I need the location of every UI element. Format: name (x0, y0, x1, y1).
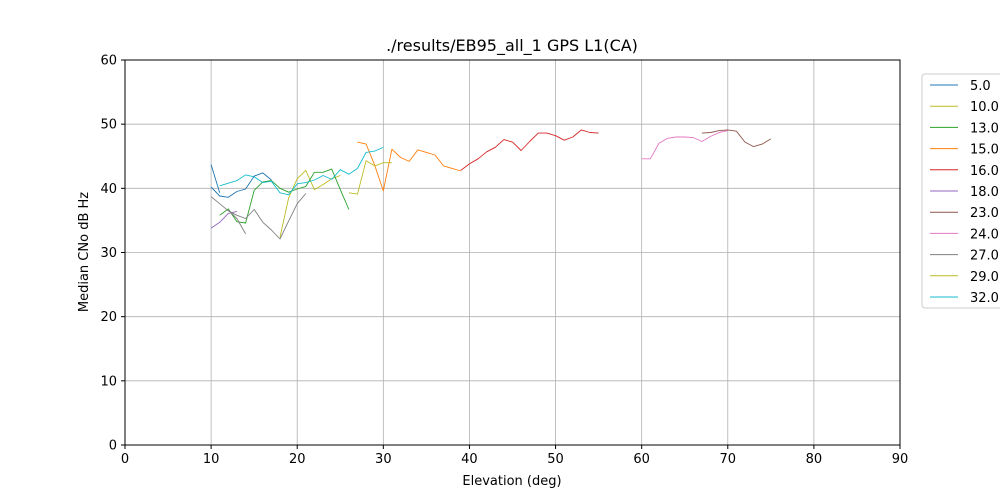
series-line-2 (219, 168, 350, 224)
legend-label: 10.0 (970, 100, 999, 115)
axis-ticks: 0 10 20 30 40 50 60 70 80 90 0 10 20 30 40 50 60 (100, 54, 908, 468)
legend-label: 29.0 (970, 270, 999, 285)
series-line-11 (210, 172, 272, 198)
x-tick-label: 80 (806, 452, 823, 467)
legend-label: 15.0 (970, 143, 999, 158)
y-tick-label: 30 (100, 246, 117, 261)
legend-label: 5.0 (970, 79, 991, 94)
series-line-12 (227, 209, 246, 235)
x-tick-label: 0 (121, 452, 129, 467)
series-line-0 (210, 164, 221, 193)
series-line-8 (210, 193, 307, 240)
y-tick-label: 40 (100, 182, 117, 197)
chart-title: ./results/EB95_all_1 GPS L1(CA) (386, 36, 638, 56)
series-line-5 (210, 210, 238, 229)
series-line-3 (357, 141, 461, 192)
x-tick-label: 10 (203, 452, 220, 467)
legend-box (921, 73, 1000, 309)
legend-label: 32.0 (970, 291, 999, 306)
x-tick-label: 70 (720, 452, 737, 467)
series-lines (210, 129, 772, 240)
legend-label: 24.0 (970, 227, 999, 242)
legend-label: 13.0 (970, 121, 999, 136)
series-line-9 (348, 160, 392, 195)
y-tick-label: 0 (109, 439, 117, 454)
y-tick-label: 10 (100, 374, 117, 389)
legend-items: 5.0 10.0 13.0 15.0 16.0 18.0 23.0 24.0 27.0 29.0 3… (930, 79, 999, 306)
x-tick-label: 90 (892, 452, 909, 467)
legend: 5.0 10.0 13.0 15.0 16.0 18.0 23.0 24.0 27.0 29.0 3… (921, 73, 1000, 309)
x-tick-label: 20 (289, 452, 306, 467)
x-tick-label: 30 (375, 452, 392, 467)
series-line-10 (219, 146, 384, 196)
legend-label: 23.0 (970, 206, 999, 221)
y-axis-title: Median CNo dB Hz (77, 192, 92, 312)
x-tick-label: 50 (547, 452, 564, 467)
x-tick-label: 60 (633, 452, 650, 467)
y-tick-label: 60 (100, 54, 117, 69)
y-tick-label: 50 (100, 118, 117, 133)
series-line-6 (701, 129, 772, 148)
x-axis-title: Elevation (deg) (462, 474, 561, 489)
series-line-7 (641, 130, 728, 160)
legend-label: 16.0 (970, 164, 999, 179)
series-line-4 (460, 129, 599, 171)
y-tick-label: 20 (100, 310, 117, 325)
x-tick-label: 40 (461, 452, 478, 467)
legend-label: 18.0 (970, 185, 999, 200)
legend-label: 27.0 (970, 249, 999, 264)
